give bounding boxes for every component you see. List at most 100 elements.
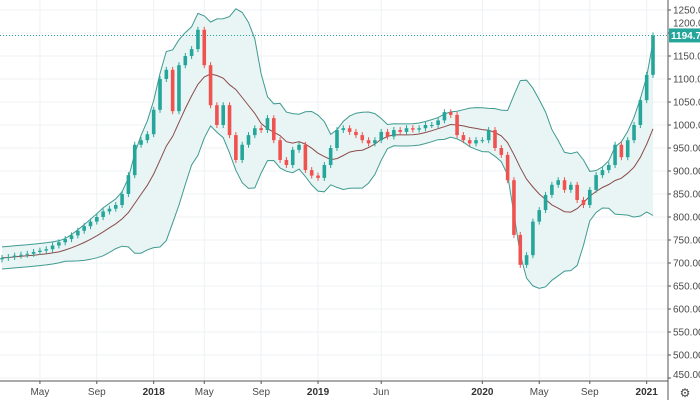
candle-body <box>613 144 617 166</box>
candle-body <box>19 254 23 256</box>
candle-body <box>354 131 358 136</box>
candle-body <box>600 170 605 176</box>
candle-body <box>480 140 485 142</box>
candle-body <box>107 208 112 212</box>
price-axis-label: 650.00 <box>673 282 700 293</box>
candle-body <box>234 135 238 160</box>
candle-body <box>625 140 630 158</box>
candle-body <box>164 69 169 79</box>
price-axis-label: 600.00 <box>673 305 700 316</box>
candle-body <box>423 125 428 129</box>
candle-body <box>151 109 156 135</box>
candle-body <box>581 199 586 206</box>
candle-body <box>328 148 333 166</box>
candle-body <box>322 165 327 178</box>
candle-body <box>398 130 402 132</box>
candle-body <box>474 140 478 144</box>
price-axis-label: 500.00 <box>673 351 700 362</box>
price-axis-label: 900.00 <box>673 167 700 178</box>
price-axis-label: 1250.00 <box>673 6 700 17</box>
candle-body <box>246 135 251 145</box>
price-axis-label: 1100.00 <box>673 75 700 86</box>
bollinger-upper-band <box>1 8 654 248</box>
price-axis-label: 700.00 <box>673 259 700 270</box>
candle-body <box>0 257 4 260</box>
candle-body <box>486 130 491 141</box>
price-axis-label: 1000.00 <box>673 121 700 132</box>
price-axis-label: 950.00 <box>673 144 700 155</box>
candle-body <box>467 140 472 144</box>
time-axis-label: May <box>530 387 549 398</box>
price-axis-label: 550.00 <box>673 328 700 339</box>
candle-body <box>524 255 529 265</box>
candle-body <box>587 189 592 206</box>
candle-body <box>69 235 74 240</box>
time-axis-label: May <box>30 387 49 398</box>
candle-body <box>493 130 497 148</box>
candle-body <box>569 184 573 190</box>
candle-body <box>189 49 194 56</box>
bollinger-band-fill <box>2 8 653 289</box>
candle-body <box>594 175 598 190</box>
candle-body <box>575 184 579 200</box>
candle-body <box>562 180 567 190</box>
candle-body <box>461 135 466 141</box>
candle-body <box>158 79 162 110</box>
candle-body <box>404 128 409 132</box>
candle-body <box>6 257 11 259</box>
candle-body <box>132 144 137 176</box>
candle-body <box>240 144 244 160</box>
candle-body <box>221 105 226 125</box>
candle-body <box>145 134 150 141</box>
time-axis-background <box>0 381 700 400</box>
candle-body <box>385 131 390 137</box>
candle-body <box>341 128 346 131</box>
candle-body <box>44 249 49 251</box>
candle-body <box>101 211 105 217</box>
candle-body <box>316 175 320 178</box>
price-axis-label: 1150.00 <box>673 52 700 63</box>
candle-body <box>284 159 289 166</box>
candle-body <box>373 140 377 144</box>
candle-body <box>259 128 263 131</box>
time-axis-label: Jun <box>373 387 389 398</box>
candle-body <box>183 56 188 66</box>
price-axis-label: 750.00 <box>673 236 700 247</box>
candle-body <box>113 205 118 209</box>
candle-body <box>208 65 213 106</box>
candle-body <box>50 245 55 250</box>
candle-body <box>448 112 453 115</box>
candle-body <box>120 194 124 206</box>
time-axis-label: 2018 <box>143 387 166 398</box>
candle-body <box>606 165 611 171</box>
candle-body <box>309 170 314 176</box>
candle-body <box>499 148 504 155</box>
price-axis-label: 450.00 <box>673 370 700 381</box>
candle-body <box>265 118 270 131</box>
candle-body <box>429 125 434 126</box>
candle-body <box>76 230 80 236</box>
candle-body <box>25 253 30 255</box>
candle-body <box>31 251 36 254</box>
time-axis-label: May <box>195 387 214 398</box>
candle-body <box>177 65 181 112</box>
candle-body <box>411 128 415 130</box>
time-axis-label: 2020 <box>471 387 494 398</box>
candle-body <box>436 120 440 125</box>
candle-body <box>505 154 510 181</box>
price-axis-label: 1200.00 <box>673 18 700 29</box>
candle-body <box>619 144 624 158</box>
candle-body <box>644 74 649 101</box>
candle-body <box>531 221 535 256</box>
candle-body <box>290 149 295 166</box>
price-axis-background <box>668 0 700 400</box>
candle-body <box>379 131 384 141</box>
time-axis-label: Sep <box>88 387 106 398</box>
candle-body <box>215 105 219 125</box>
candle-body <box>651 35 655 75</box>
gear-icon[interactable]: ⚙ <box>679 386 691 400</box>
price-axis-label: 1050.00 <box>673 98 700 109</box>
candle-body <box>38 250 42 252</box>
